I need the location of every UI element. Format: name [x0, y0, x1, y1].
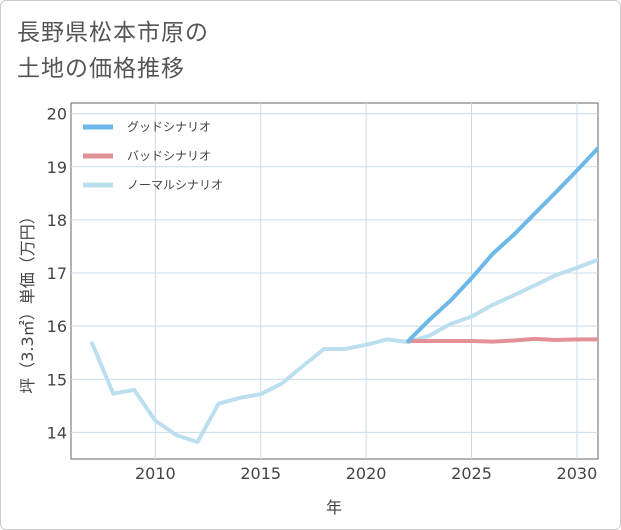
chart-title-line-1: 長野県松本市原の: [17, 20, 209, 46]
chart-title: 長野県松本市原の 土地の価格推移: [17, 15, 209, 87]
tick-labels: 2010 2015 2020 2025 2030 14 15 16 17 18 19 20: [47, 105, 598, 483]
x-tick-label: 2030: [557, 464, 598, 483]
series-line-1: [406, 146, 598, 343]
x-axis-label: 年: [326, 498, 342, 517]
y-axis-label: 坪（3.3㎡）単価（万円）: [18, 208, 37, 393]
x-tick-label: 2020: [346, 464, 387, 483]
legend-label: ノーマルシナリオ: [127, 178, 223, 192]
x-tick-label: 2015: [240, 464, 281, 483]
series-group: [90, 146, 598, 444]
x-tick-label: 2025: [451, 464, 492, 483]
series-line-2: [406, 336, 598, 344]
y-tick-label: 14: [47, 423, 67, 442]
chart-title-line-2: 土地の価格推移: [17, 56, 185, 82]
y-tick-label: 18: [47, 211, 67, 230]
legend-label: バッドシナリオ: [127, 149, 211, 163]
y-tick-label: 20: [47, 105, 67, 124]
y-tick-label: 15: [47, 370, 67, 389]
series-line-3: [90, 257, 598, 444]
y-tick-label: 19: [47, 158, 67, 177]
plot-area: [70, 102, 599, 460]
x-tick-label: 2010: [135, 464, 176, 483]
legend-label: グッドシナリオ: [127, 120, 211, 134]
y-tick-label: 16: [47, 317, 67, 336]
y-tick-label: 17: [47, 264, 67, 283]
